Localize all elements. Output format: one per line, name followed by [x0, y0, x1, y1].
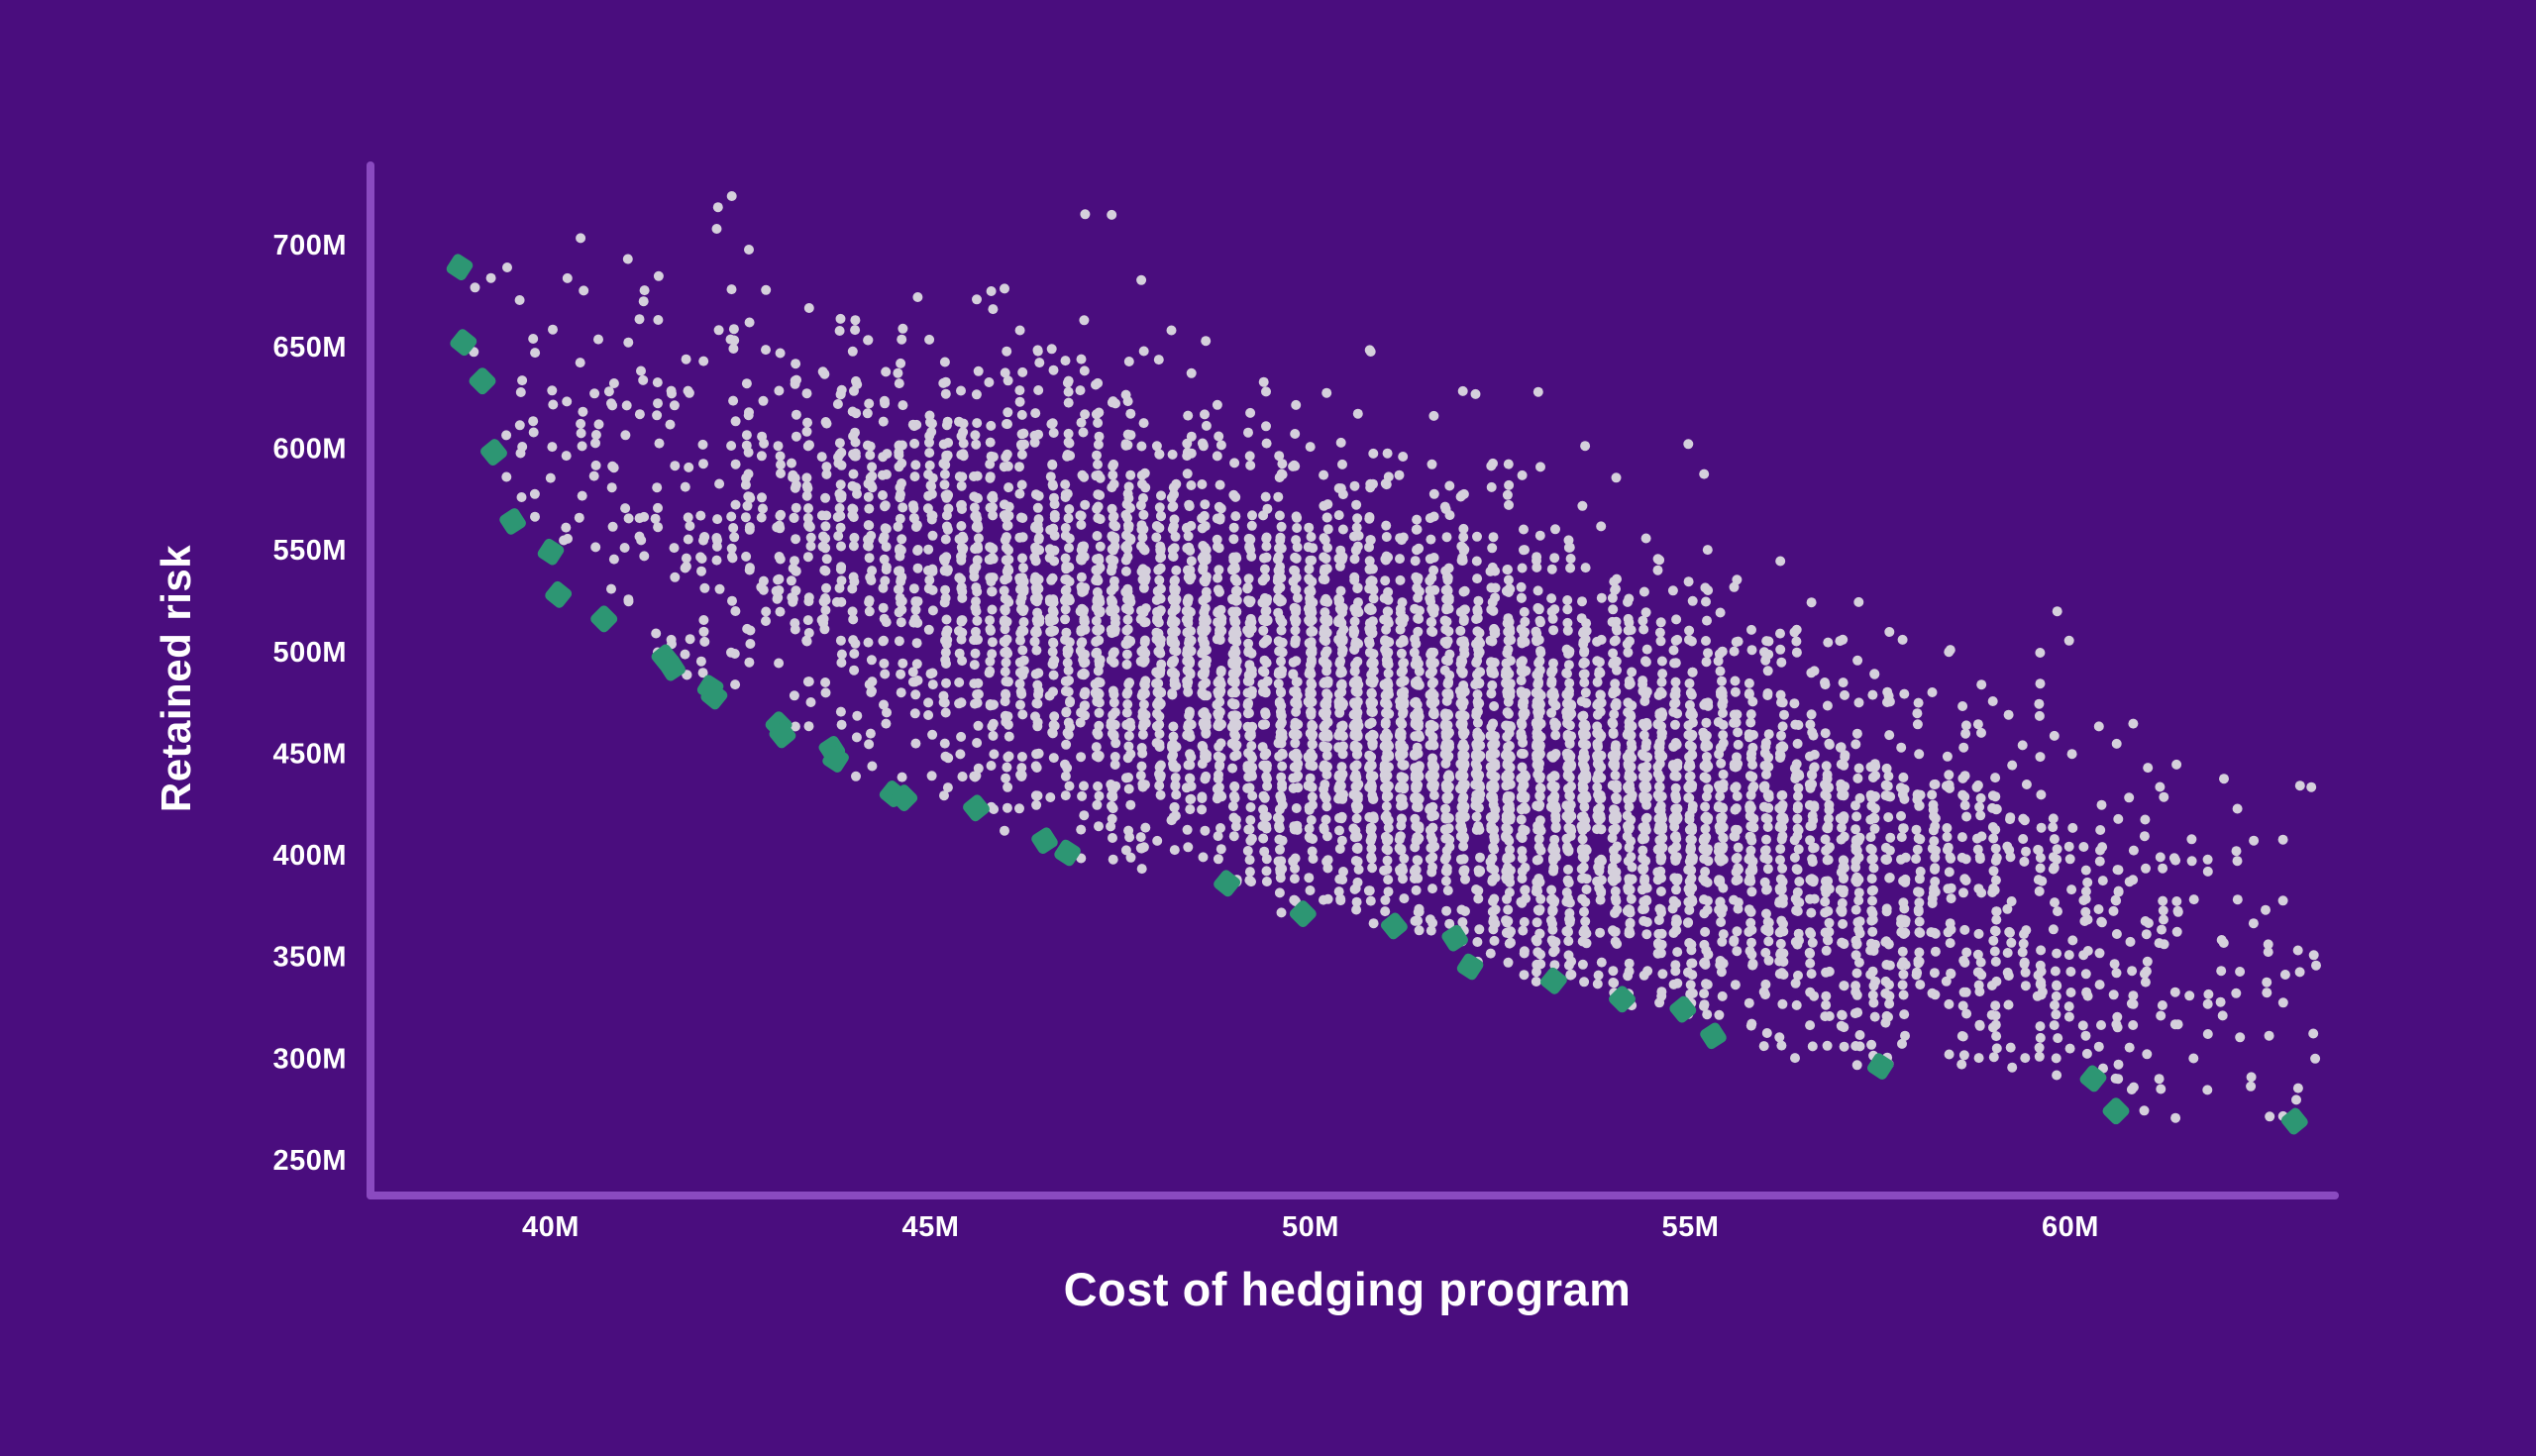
- y-tick-label: 250M: [272, 1145, 347, 1177]
- portfolio-cloud-points: [469, 191, 2321, 1123]
- frontier-diamond-marker: [537, 538, 565, 566]
- y-tick-label: 300M: [272, 1043, 347, 1075]
- y-tick-label: 650M: [272, 332, 347, 364]
- x-tick-label: 50M: [1282, 1211, 1339, 1243]
- frontier-diamond-marker: [1867, 1053, 1894, 1080]
- frontier-diamond-marker: [963, 794, 990, 822]
- frontier-diamond-marker: [1214, 870, 1241, 897]
- frontier-diamond-marker: [769, 721, 796, 749]
- frontier-diamond-marker: [1441, 924, 1468, 952]
- frontier-diamond-marker: [1456, 953, 1484, 981]
- frontier-diamond-marker: [1609, 986, 1636, 1013]
- frontier-diamond-marker: [1289, 900, 1317, 928]
- y-tick-label: 700M: [272, 230, 347, 261]
- y-tick-label: 500M: [272, 637, 347, 669]
- frontier-diamond-marker: [1031, 827, 1058, 854]
- frontier-diamond-marker: [590, 605, 618, 633]
- efficient-frontier-points: [446, 254, 2308, 1135]
- frontier-diamond-marker: [480, 439, 507, 467]
- frontier-diamond-marker: [1669, 995, 1697, 1023]
- y-tick-label: 450M: [272, 738, 347, 770]
- frontier-diamond-marker: [499, 508, 526, 535]
- x-axis-line: [367, 1192, 2339, 1199]
- frontier-diamond-marker: [700, 682, 728, 710]
- frontier-diamond-marker: [450, 329, 477, 357]
- frontier-diamond-marker: [1539, 967, 1567, 994]
- frontier-diamond-marker: [2079, 1065, 2107, 1092]
- x-tick-label: 60M: [2042, 1211, 2099, 1243]
- y-tick-label: 600M: [272, 433, 347, 465]
- y-axis-line: [367, 161, 374, 1199]
- frontier-diamond-marker: [822, 746, 849, 773]
- frontier-diamond-marker: [891, 784, 918, 812]
- frontier-diamond-marker: [469, 367, 496, 395]
- y-tick-label: 400M: [272, 840, 347, 872]
- y-axis-tick-labels: 700M 650M 600M 550M 500M 450M 400M 350M 300M 250M: [272, 230, 347, 1177]
- frontier-diamond-marker: [545, 580, 573, 608]
- frontier-diamond-marker: [1700, 1022, 1727, 1050]
- y-tick-label: 550M: [272, 535, 347, 567]
- frontier-diamond-marker: [2102, 1097, 2130, 1125]
- frontier-diamond-marker: [1054, 839, 1081, 867]
- frontier-diamond-marker: [2280, 1107, 2308, 1135]
- y-tick-label: 350M: [272, 942, 347, 974]
- y-axis-title: Retained risk: [153, 545, 199, 812]
- x-tick-label: 55M: [1662, 1211, 1720, 1243]
- frontier-diamond-marker: [1380, 912, 1408, 940]
- frontier-diamond-marker: [446, 254, 474, 280]
- x-tick-label: 40M: [522, 1211, 580, 1243]
- x-axis-tick-labels: 40M 45M 50M 55M 60M: [522, 1211, 2099, 1243]
- x-axis-title: Cost of hedging program: [1064, 1263, 1632, 1315]
- x-tick-label: 45M: [902, 1211, 960, 1243]
- frontier-diamond-marker: [659, 654, 686, 681]
